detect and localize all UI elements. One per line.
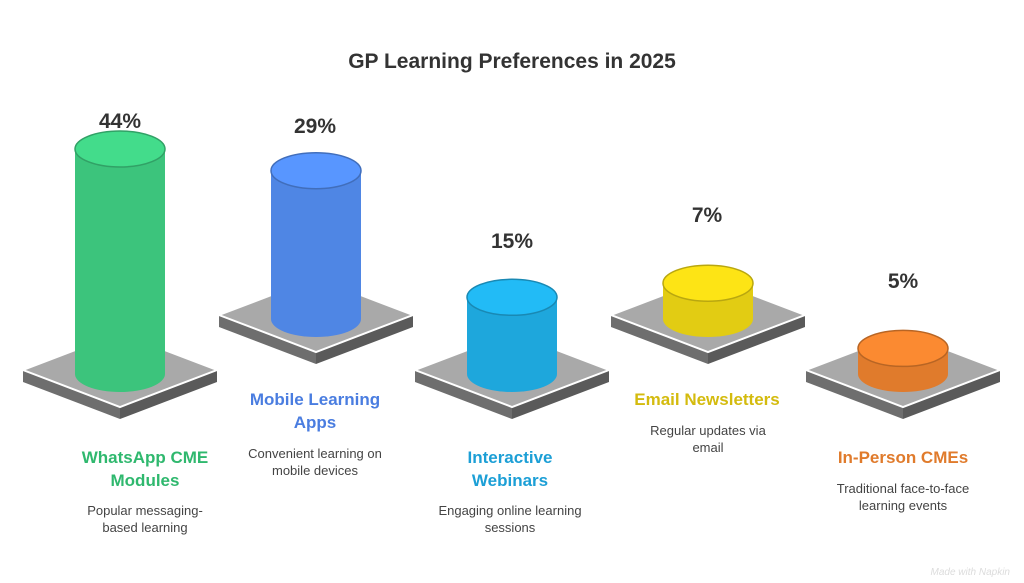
category-desc-whatsapp: Popular messaging-based learning	[87, 503, 203, 535]
category-desc-email: Regular updates via email	[650, 423, 766, 455]
chart-title: GP Learning Preferences in 2025	[348, 50, 676, 73]
platform-left-face-webinars	[415, 370, 512, 419]
category-label-whatsapp: WhatsApp CME Modules	[81, 448, 209, 490]
bar-top-whatsapp	[74, 130, 166, 168]
category-label-in-person: In-Person CMEs	[837, 448, 969, 467]
platform-right-face-email	[708, 315, 805, 364]
platform-left-face-in-person	[806, 370, 903, 419]
bar-top-email	[662, 264, 754, 302]
value-label-webinars: 15%	[490, 230, 534, 253]
bar-top-webinars	[466, 278, 558, 317]
bar-top-mobile-apps	[270, 151, 362, 190]
category-desc-mobile-apps: Convenient learning on mobile devices	[248, 446, 382, 478]
platform-left-face-email	[611, 315, 708, 364]
category-desc-in-person: Traditional face-to-face learning events	[836, 481, 970, 513]
platform-left-face-whatsapp	[23, 370, 120, 419]
bar-mobile-apps	[271, 170, 361, 337]
category-label-webinars: Interactive Webinars	[467, 448, 553, 490]
platform-right-face-in-person	[903, 370, 1000, 419]
platform-left-face-mobile-apps	[219, 315, 316, 364]
category-label-email: Email Newsletters	[634, 390, 780, 409]
watermark-logo: Made with Napkin	[930, 567, 1010, 578]
value-label-mobile-apps: 29%	[293, 115, 337, 138]
value-label-email: 7%	[691, 204, 723, 227]
platform-right-face-whatsapp	[120, 370, 217, 419]
platform-right-face-mobile-apps	[316, 315, 413, 364]
category-label-mobile-apps: Mobile Learning Apps	[249, 390, 381, 432]
category-desc-webinars: Engaging online learning sessions	[438, 503, 582, 535]
bar-top-in-person	[857, 329, 949, 368]
value-label-in-person: 5%	[887, 270, 919, 293]
platform-right-face-webinars	[512, 370, 609, 419]
bar-whatsapp	[75, 149, 165, 392]
bar-webinars	[467, 297, 557, 392]
value-label-whatsapp: 44%	[98, 110, 142, 133]
